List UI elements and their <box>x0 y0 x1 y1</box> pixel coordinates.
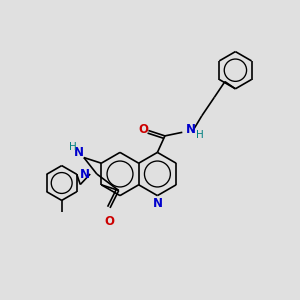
Text: N: N <box>80 167 90 181</box>
Text: O: O <box>104 214 114 227</box>
Text: N: N <box>152 197 162 210</box>
Text: H: H <box>69 142 76 152</box>
Text: O: O <box>138 122 148 136</box>
Text: N: N <box>186 123 196 136</box>
Text: N: N <box>74 146 83 159</box>
Text: H: H <box>196 130 204 140</box>
